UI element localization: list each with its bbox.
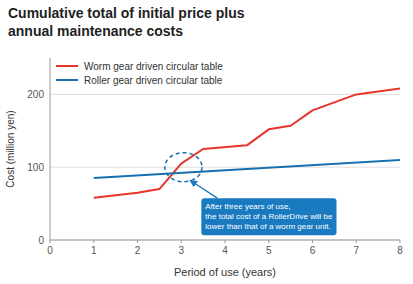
y-tick-label: 0 [38, 235, 44, 246]
grid-line [50, 240, 400, 241]
y-tick-label: 100 [27, 162, 44, 173]
annotation-arrow [190, 180, 217, 198]
x-tick-label: 2 [135, 245, 141, 256]
annotation-line: After three years of use, [205, 202, 290, 211]
legend-swatch [56, 65, 78, 67]
x-tick-label: 8 [397, 245, 403, 256]
legend-swatch [56, 79, 78, 81]
y-tick-label: 200 [27, 89, 44, 100]
title: Cumulative total of initial price plus [8, 5, 245, 21]
x-axis-label: Period of use (years) [174, 266, 276, 278]
annotation-line: the total cost of a RollerDrive will be [205, 212, 333, 221]
x-tick-label: 4 [222, 245, 228, 256]
x-tick-label: 3 [178, 245, 184, 256]
legend-label: Worm gear driven circular table [84, 61, 223, 72]
x-tick-label: 7 [353, 245, 359, 256]
title: annual maintenance costs [8, 23, 183, 39]
annotation-text: After three years of use,the total cost … [205, 202, 333, 231]
x-tick-label: 6 [310, 245, 316, 256]
y-axis-line [50, 58, 51, 240]
x-tick-label: 5 [266, 245, 272, 256]
plot-area [94, 89, 400, 198]
legend-label: Roller gear driven circular table [84, 75, 223, 86]
annotation-line: lower than that of a worm gear unit. [205, 222, 330, 231]
chart: Cumulative total of initial price plus an… [0, 0, 413, 284]
x-tick-label: 1 [91, 245, 97, 256]
y-axis-label: Cost (million yen) [5, 110, 16, 187]
series-line [94, 160, 400, 178]
x-tick-label: 0 [47, 245, 53, 256]
grid-line [50, 94, 400, 95]
grid-line [50, 167, 400, 168]
annotation-box [201, 198, 336, 235]
series-line [94, 89, 400, 198]
x-axis-line [50, 240, 400, 241]
highlight-ellipse [165, 153, 202, 182]
